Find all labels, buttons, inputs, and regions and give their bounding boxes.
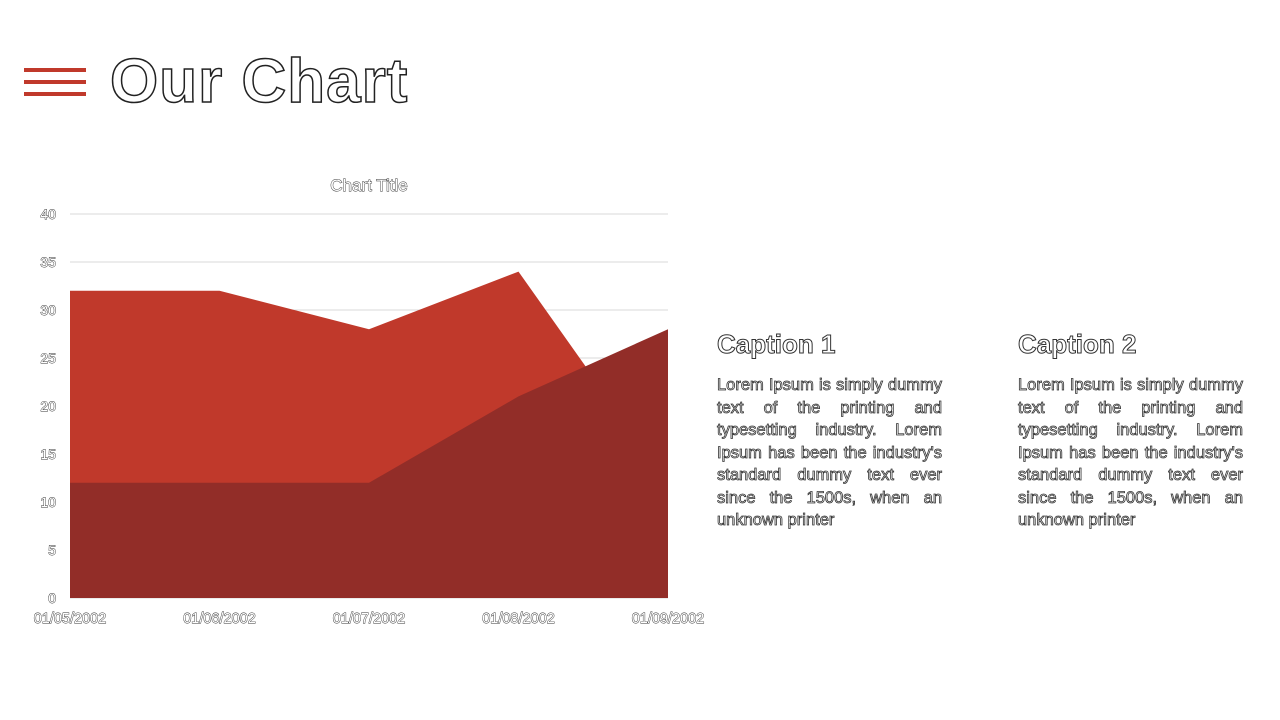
y-tick-label: 40 [40,206,56,222]
menu-icon-bar [24,68,86,72]
caption-body: Lorem Ipsum is simply dummy text of the … [1018,376,1244,530]
x-tick-label: 01/06/2002 [183,611,256,627]
hamburger-menu-icon[interactable] [24,68,86,96]
area-chart: Chart Title 0 5 10 15 20 25 30 35 40 01/05/2002 01/… [20,165,720,645]
caption-2: Caption 2 Lorem Ipsum is simply dummy te… [1018,328,1244,532]
page-title: Our Chart [109,46,409,117]
chart-title: Chart Title [330,176,407,195]
y-tick-label: 0 [48,590,56,606]
x-tick-label: 01/07/2002 [333,611,406,627]
y-tick-label: 35 [40,254,56,270]
menu-icon-bar [24,80,86,84]
y-tick-label: 20 [40,398,56,414]
x-tick-label: 01/09/2002 [632,611,705,627]
x-tick-label: 01/08/2002 [482,611,555,627]
y-tick-label: 5 [48,542,56,558]
y-tick-label: 15 [40,446,56,462]
y-tick-label: 10 [40,494,56,510]
caption-body: Lorem Ipsum is simply dummy text of the … [717,376,943,530]
caption-heading: Caption 1 [717,329,836,360]
menu-icon-bar [24,92,86,96]
caption-1: Caption 1 Lorem Ipsum is simply dummy te… [717,328,943,532]
y-tick-label: 25 [40,350,56,366]
chart-svg: Chart Title 0 5 10 15 20 25 30 35 40 01/05/2002 01/… [33,176,705,628]
y-tick-label: 30 [40,302,56,318]
caption-heading: Caption 2 [1018,329,1137,360]
area-series-2 [70,329,668,598]
x-tick-label: 01/05/2002 [34,611,107,627]
